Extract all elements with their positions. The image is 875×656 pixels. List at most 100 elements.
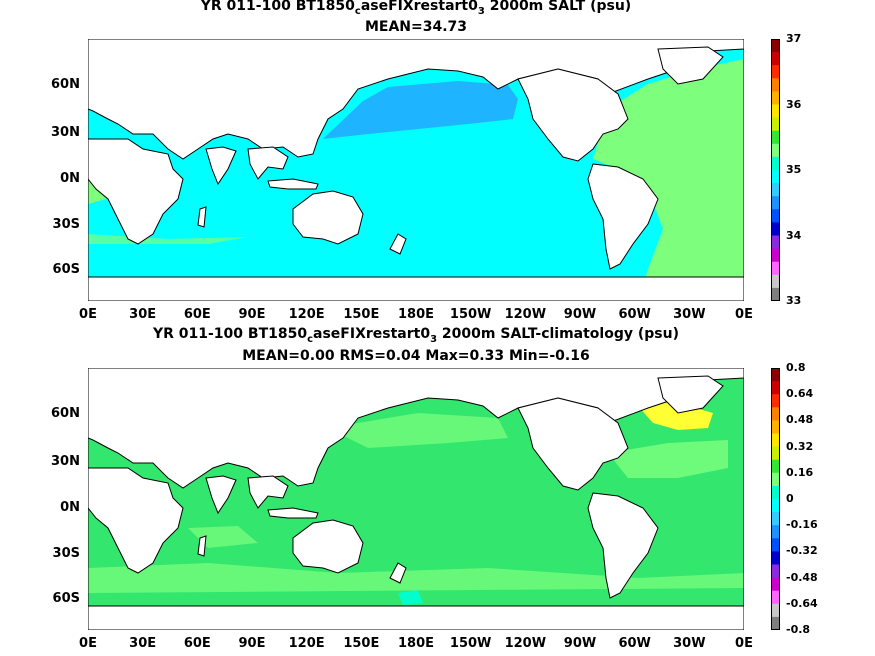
colorbar-swatch bbox=[771, 91, 780, 105]
lon-tick-label: 90W bbox=[563, 307, 597, 322]
colorbar-label: 33 bbox=[786, 294, 802, 307]
lat-tick-label: 30S bbox=[52, 217, 80, 232]
colorbar-swatch bbox=[771, 170, 780, 184]
colorbar-swatch bbox=[771, 235, 780, 250]
lon-tick-label: 180E bbox=[397, 636, 435, 651]
colorbar-swatch bbox=[771, 420, 780, 434]
north-atlantic-high bbox=[638, 400, 713, 430]
colorbar-swatch bbox=[771, 590, 780, 605]
colorbar-swatch bbox=[771, 616, 780, 630]
lon-tick-label: 150W bbox=[449, 307, 492, 322]
colorbar-swatch bbox=[771, 368, 780, 382]
lat-tick-label: 60S bbox=[52, 262, 80, 277]
colorbar-label: 0.32 bbox=[786, 439, 814, 453]
colorbar-label: -0.64 bbox=[786, 596, 818, 610]
lon-tick-label: 0E bbox=[79, 307, 97, 322]
colorbar-label: 0.48 bbox=[786, 413, 814, 427]
lat-tick-label: 0N bbox=[60, 171, 80, 186]
lon-tick-label: 150W bbox=[449, 636, 492, 651]
southern-light-band bbox=[88, 563, 744, 593]
colorbar-swatch bbox=[771, 485, 780, 500]
lat-tick-label: 30N bbox=[51, 125, 80, 140]
lon-tick-label: 60W bbox=[618, 636, 651, 651]
atlantic-region bbox=[593, 59, 744, 301]
lon-tick-label: 180E bbox=[397, 307, 435, 322]
colorbar-swatch bbox=[771, 39, 780, 53]
land-masses bbox=[88, 368, 744, 630]
north-pacific-region bbox=[323, 81, 518, 139]
colorbar-label: -0.16 bbox=[786, 518, 818, 532]
lon-tick-label: 90E bbox=[238, 636, 266, 651]
colorbar-swatch bbox=[771, 525, 780, 539]
colorbar-swatch bbox=[771, 433, 780, 448]
lon-tick-label: 30W bbox=[673, 636, 706, 651]
panel2-title: YR 011-100 BT1850caseFIXrestart03 2000m … bbox=[152, 326, 679, 345]
lat-tick-label: 0N bbox=[60, 500, 80, 515]
colorbar-swatch bbox=[771, 538, 780, 552]
colorbar-swatch bbox=[771, 287, 780, 301]
panel2-stats: MEAN=0.00 RMS=0.04 Max=0.33 Min=-0.16 bbox=[242, 348, 590, 364]
lon-tick-label: 90W bbox=[563, 636, 597, 651]
lat-tick-label: 60N bbox=[51, 406, 80, 421]
colorbar-border bbox=[771, 368, 780, 630]
panel2-colorbar bbox=[771, 368, 780, 630]
colorbar-swatch bbox=[771, 274, 780, 289]
colorbar-swatch bbox=[771, 564, 780, 579]
colorbar-swatch bbox=[771, 459, 780, 474]
lon-tick-label: 60E bbox=[183, 307, 211, 322]
lon-tick-label: 90E bbox=[238, 307, 266, 322]
colorbar-swatch bbox=[771, 499, 780, 513]
colorbar-swatch bbox=[771, 78, 780, 92]
colorbar-swatch bbox=[771, 512, 780, 526]
lon-tick-label: 0E bbox=[735, 307, 753, 322]
colorbar-label: 35 bbox=[786, 163, 802, 176]
colorbar-swatch bbox=[771, 183, 780, 197]
colorbar-border bbox=[771, 39, 780, 301]
lon-tick-label: 60W bbox=[618, 307, 651, 322]
lat-tick-label: 30S bbox=[52, 546, 80, 561]
colorbar-label: -0.48 bbox=[786, 570, 818, 584]
colorbar-swatch bbox=[771, 222, 780, 236]
colorbar-swatch bbox=[771, 196, 780, 210]
land-masses bbox=[88, 39, 744, 301]
panel1-title: YR 011-100 BT1850caseFIXrestart03 2000m … bbox=[200, 0, 632, 17]
lon-tick-label: 0E bbox=[79, 636, 97, 651]
colorbar-swatch bbox=[771, 381, 780, 395]
colorbar-swatch bbox=[771, 130, 780, 145]
colorbar-label: 0.8 bbox=[786, 361, 806, 374]
panel1-stats: MEAN=34.73 bbox=[364, 19, 468, 35]
colorbar-swatch bbox=[771, 394, 780, 408]
colorbar-label: 37 bbox=[786, 32, 802, 45]
colorbar-swatch bbox=[771, 143, 780, 158]
lon-tick-label: 120W bbox=[504, 636, 547, 651]
colorbar-label: -0.8 bbox=[786, 623, 811, 636]
lon-tick-label: 120E bbox=[288, 636, 325, 651]
panel1-salinity-map bbox=[88, 39, 744, 301]
pacific-light-patch bbox=[328, 413, 508, 448]
lon-tick-label: 120E bbox=[288, 307, 325, 322]
colorbar-swatch bbox=[771, 261, 780, 276]
atlantic-light-patch bbox=[608, 440, 728, 478]
colorbar-swatch bbox=[771, 472, 780, 487]
colorbar-label: 0 bbox=[786, 492, 794, 505]
panel2-anomaly-map bbox=[88, 368, 744, 630]
colorbar-swatch bbox=[771, 117, 780, 132]
colorbar-swatch bbox=[771, 407, 780, 421]
colorbar-swatch bbox=[771, 603, 780, 618]
lon-tick-label: 150E bbox=[343, 636, 380, 651]
lon-tick-label: 120W bbox=[504, 307, 547, 322]
colorbar-label: 0.64 bbox=[786, 387, 814, 401]
colorbar-swatch bbox=[771, 248, 780, 263]
low-patch bbox=[398, 590, 423, 605]
panel1-colorbar bbox=[771, 39, 780, 301]
lon-tick-label: 60E bbox=[183, 636, 211, 651]
colorbar-swatch bbox=[771, 209, 780, 223]
colorbar-swatch bbox=[771, 446, 780, 461]
lat-tick-label: 60S bbox=[52, 591, 80, 606]
colorbar-swatch bbox=[771, 156, 780, 171]
colorbar-swatch bbox=[771, 65, 780, 79]
lon-tick-label: 30E bbox=[129, 636, 157, 651]
colorbar-swatch bbox=[771, 52, 780, 66]
lon-tick-label: 30W bbox=[673, 307, 706, 322]
colorbar-swatch bbox=[771, 577, 780, 592]
